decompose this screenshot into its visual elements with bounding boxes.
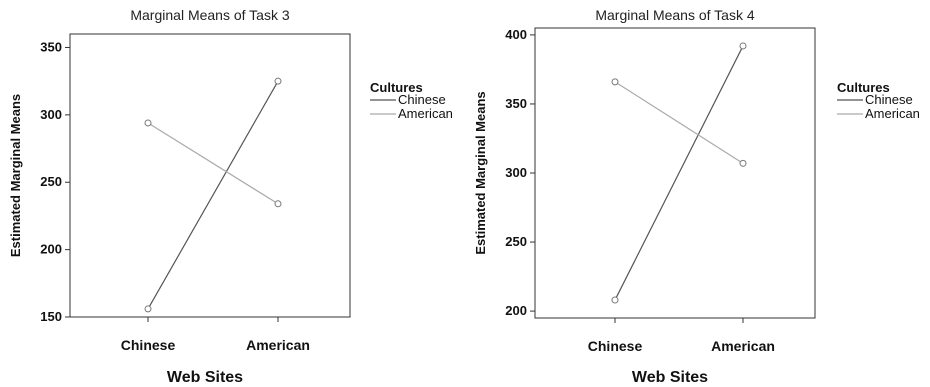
y-tick-label: 400 xyxy=(505,27,527,42)
y-tick-label: 250 xyxy=(40,174,62,189)
chart-2: Marginal Means of Task 4 200 250 300 350 400 C… xyxy=(473,7,920,386)
legend-entry-chinese: Chinese xyxy=(398,92,446,107)
data-point-american xyxy=(274,200,282,208)
data-point-chinese xyxy=(274,77,282,85)
legend-entry-chinese: Chinese xyxy=(865,92,913,107)
data-point-american xyxy=(739,159,747,167)
chart-title: Marginal Means of Task 4 xyxy=(595,7,754,23)
x-tick-label: American xyxy=(246,337,310,353)
y-tick-label: 200 xyxy=(505,303,527,318)
y-axis-label: Estimated Marginal Means xyxy=(8,94,23,257)
y-tick-label: 300 xyxy=(505,165,527,180)
y-tick-label: 300 xyxy=(40,107,62,122)
legend-entry-american: American xyxy=(865,106,920,121)
x-tick-label: Chinese xyxy=(588,338,643,354)
y-tick-label: 250 xyxy=(505,234,527,249)
series-line-american xyxy=(147,122,279,205)
legend-title: Cultures xyxy=(837,80,890,95)
legend-entry-american: American xyxy=(398,106,453,121)
series-line-american xyxy=(614,81,744,164)
y-tick-label: 350 xyxy=(505,96,527,111)
x-tick-label: American xyxy=(711,338,775,354)
y-tick-label: 150 xyxy=(40,309,62,324)
data-point-american xyxy=(611,78,619,86)
data-point-chinese xyxy=(611,296,619,304)
data-point-american xyxy=(144,119,152,127)
series-line-chinese xyxy=(614,45,744,301)
y-axis-label: Estimated Marginal Means xyxy=(473,91,488,254)
y-tick-label: 350 xyxy=(40,39,62,54)
plot-frame xyxy=(534,27,816,319)
data-point-chinese xyxy=(739,42,747,50)
chart-1: Marginal Means of Task 3 150 200 250 300 350 C… xyxy=(8,7,453,386)
data-point-chinese xyxy=(144,305,152,313)
legend-title: Cultures xyxy=(370,80,423,95)
x-axis-label: Web Sites xyxy=(632,369,708,386)
chart-title: Marginal Means of Task 3 xyxy=(130,7,289,23)
series-line-chinese xyxy=(147,80,279,310)
plot-frame xyxy=(69,33,351,318)
x-tick-label: Chinese xyxy=(121,337,176,353)
x-axis-label: Web Sites xyxy=(167,369,243,386)
y-tick-label: 200 xyxy=(40,242,62,257)
